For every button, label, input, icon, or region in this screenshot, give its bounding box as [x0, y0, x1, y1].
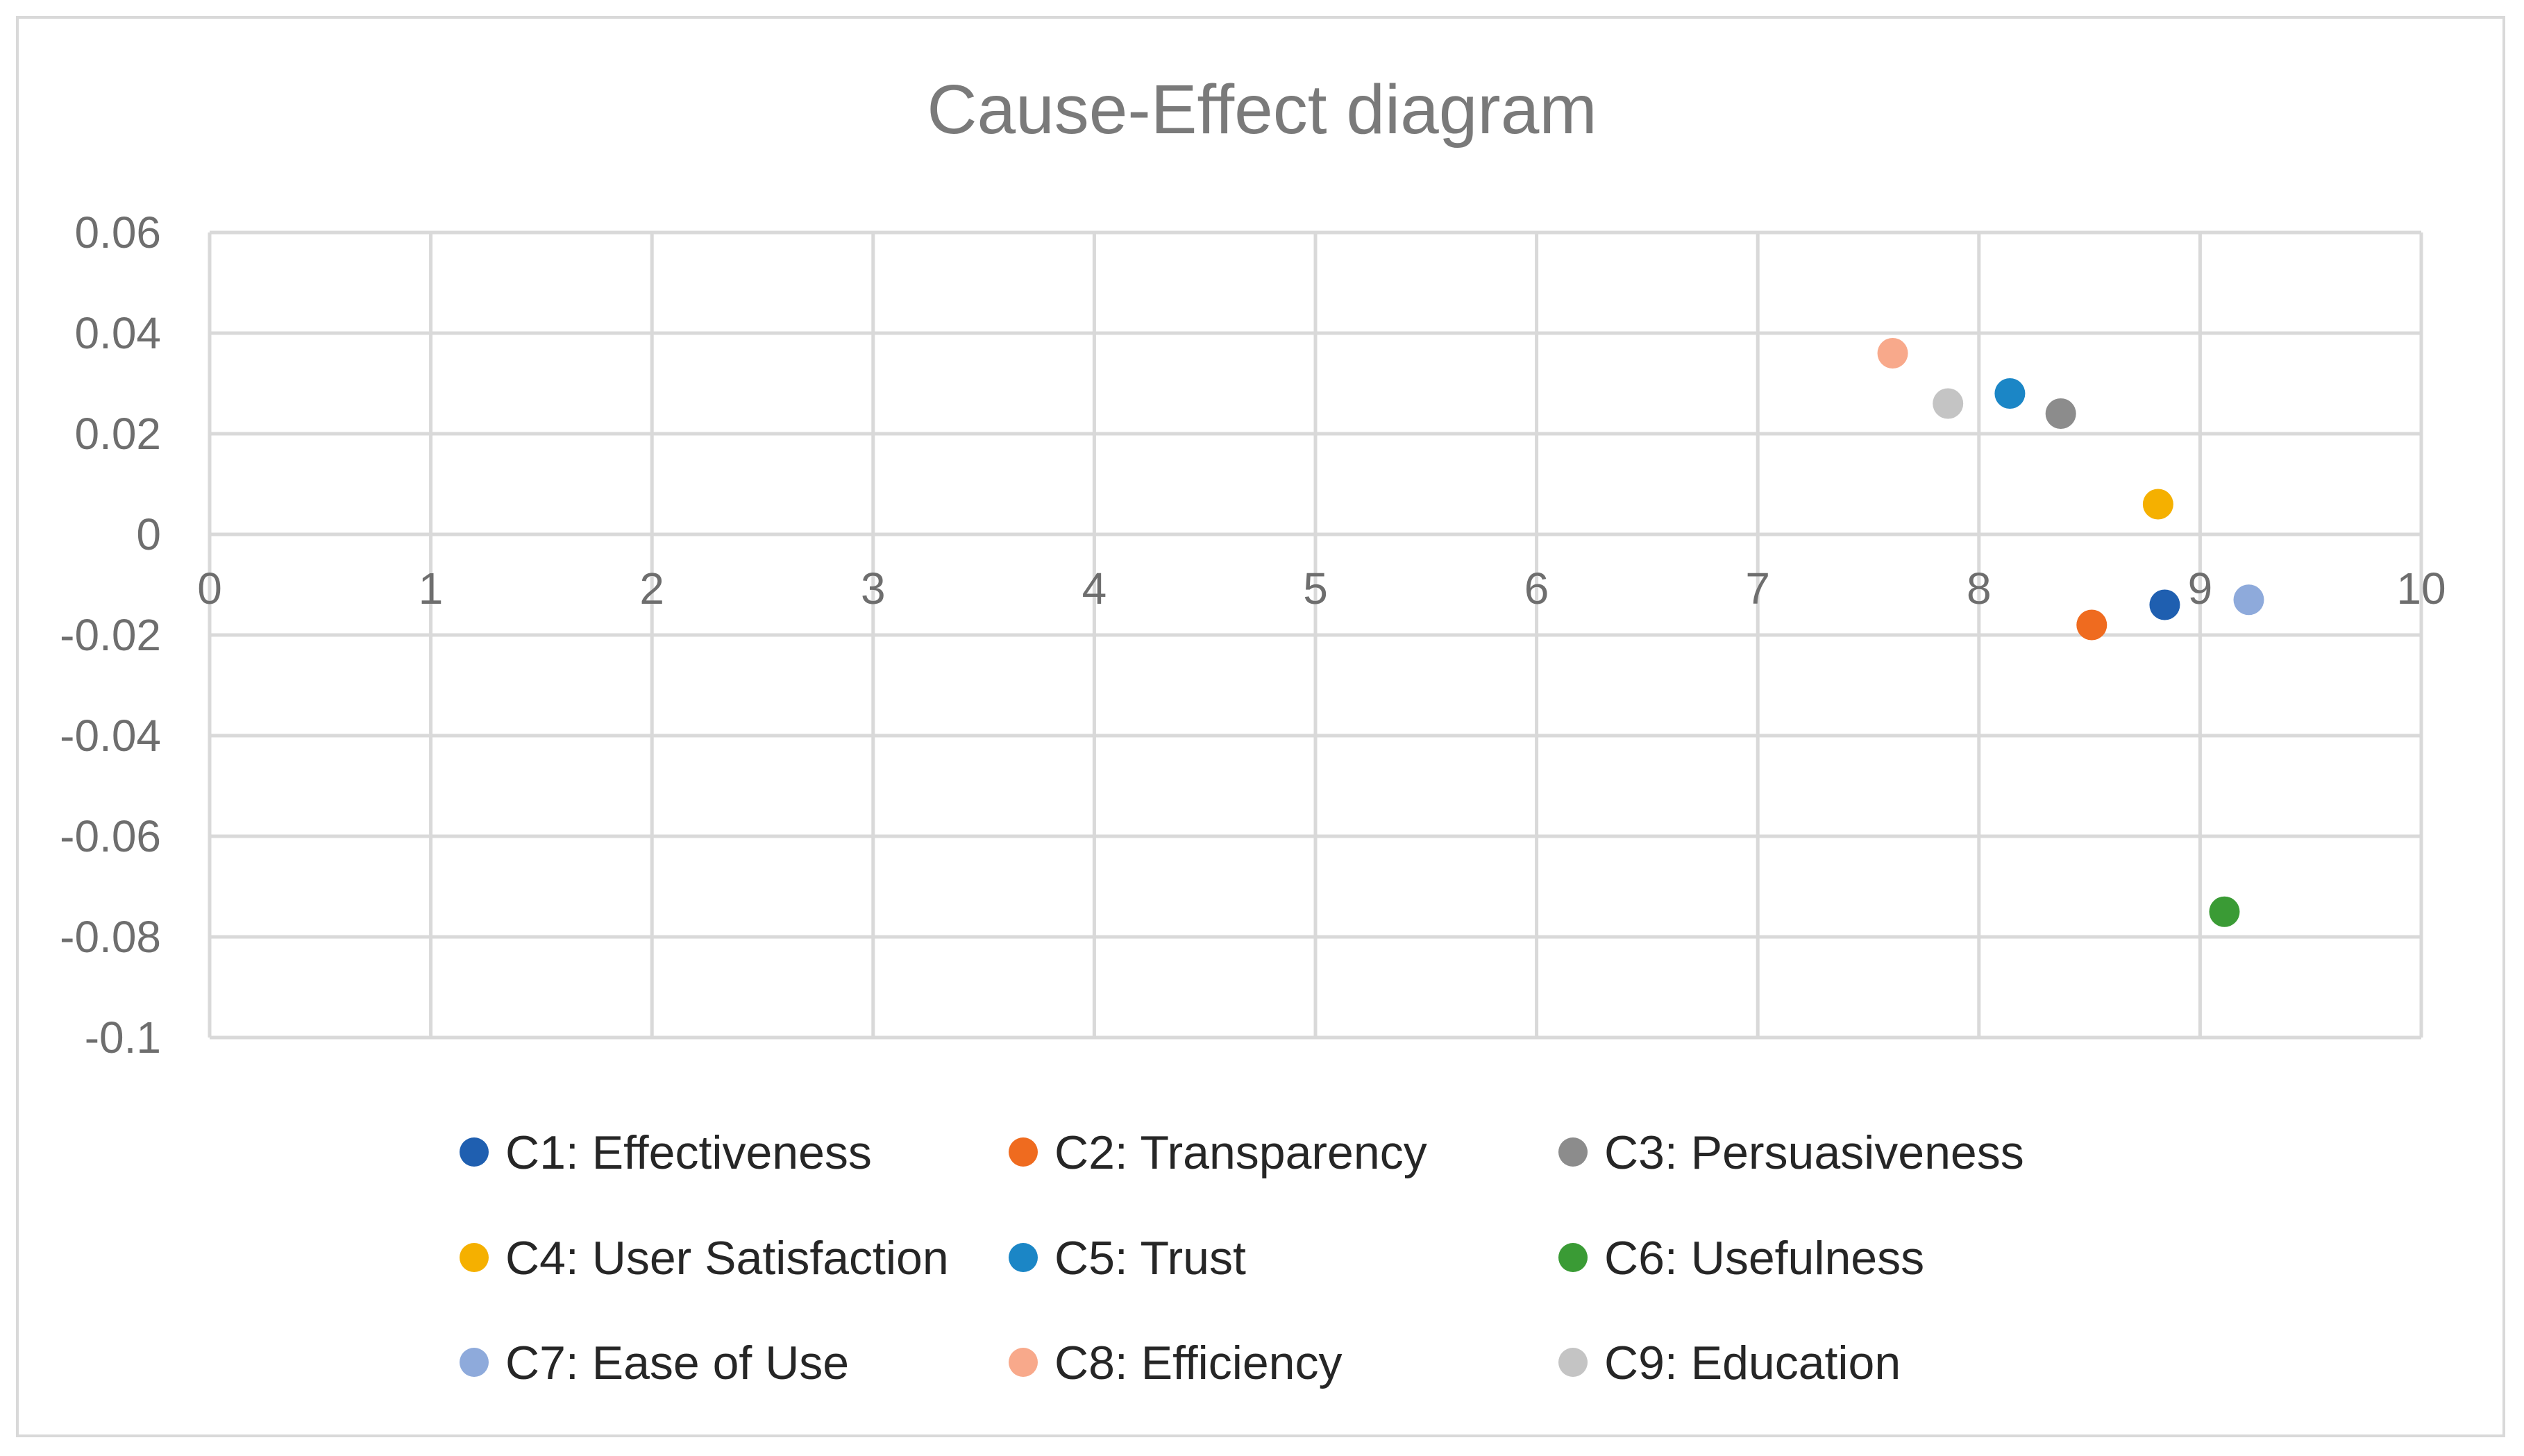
- legend-label: C3: Persuasiveness: [1604, 1126, 2024, 1179]
- x-tick-label: 4: [1082, 564, 1107, 613]
- x-tick-label: 8: [1967, 564, 1992, 613]
- legend-marker: [1009, 1348, 1038, 1377]
- legend-marker: [1558, 1243, 1588, 1272]
- legend-marker: [1558, 1348, 1588, 1377]
- legend-marker: [460, 1137, 489, 1167]
- legend-item-c6: C6: Usefulness: [1558, 1232, 1924, 1285]
- x-tick-label: 7: [1745, 564, 1770, 613]
- x-tick-label: 6: [1524, 564, 1549, 613]
- y-tick-label: 0.06: [74, 208, 161, 257]
- y-tick-label: -0.02: [60, 610, 161, 660]
- y-tick-label: 0: [136, 509, 161, 559]
- legend-item-c2: C2: Transparency: [1009, 1126, 1427, 1179]
- legend-label: C1: Effectiveness: [505, 1126, 872, 1179]
- y-axis-tick-labels: 0.06 0.04 0.02 0 -0.02 -0.04 -0.06 -0.08 -0.1: [60, 208, 161, 1063]
- y-tick-label: -0.1: [85, 1013, 161, 1063]
- data-point-c1: [2149, 589, 2180, 620]
- x-tick-label: 2: [639, 564, 664, 613]
- x-tick-label: 0: [197, 564, 222, 613]
- data-point-c5: [1994, 378, 2026, 409]
- legend: C1: Effectiveness C2: Transparency C3: Per…: [460, 1126, 2024, 1389]
- y-tick-label: -0.06: [60, 811, 161, 861]
- data-point-c3: [2045, 398, 2076, 429]
- data-point-c7: [2233, 584, 2264, 616]
- legend-item-c8: C8: Efficiency: [1009, 1337, 1342, 1389]
- legend-item-c9: C9: Education: [1558, 1337, 1901, 1389]
- data-point-c2: [2076, 609, 2107, 641]
- legend-label: C2: Transparency: [1054, 1126, 1427, 1179]
- legend-label: C8: Efficiency: [1054, 1337, 1342, 1389]
- x-axis-tick-labels: 0 1 2 3 4 5 6 7 8 9 10: [197, 564, 2446, 613]
- x-tick-label: 1: [419, 564, 444, 613]
- legend-item-c3: C3: Persuasiveness: [1558, 1126, 2024, 1179]
- legend-marker: [1009, 1137, 1038, 1167]
- x-tick-label: 3: [861, 564, 886, 613]
- legend-marker: [460, 1243, 489, 1272]
- y-tick-label: 0.04: [74, 308, 161, 358]
- y-tick-label: 0.02: [74, 409, 161, 459]
- legend-item-c7: C7: Ease of Use: [460, 1337, 849, 1389]
- legend-marker: [1009, 1243, 1038, 1272]
- data-point-c6: [2209, 896, 2240, 927]
- y-tick-label: -0.08: [60, 912, 161, 962]
- x-tick-label: 9: [2188, 564, 2213, 613]
- legend-label: C6: Usefulness: [1604, 1232, 1924, 1285]
- legend-item-c1: C1: Effectiveness: [460, 1126, 872, 1179]
- x-tick-label: 5: [1303, 564, 1328, 613]
- chart-title: Cause-Effect diagram: [927, 71, 1597, 149]
- legend-label: C5: Trust: [1054, 1232, 1246, 1285]
- axes: [208, 232, 2421, 1038]
- data-points: [1877, 338, 2264, 927]
- legend-marker: [460, 1348, 489, 1377]
- legend-label: C9: Education: [1604, 1337, 1901, 1389]
- data-point-c9: [1933, 388, 1964, 419]
- legend-marker: [1558, 1137, 1588, 1167]
- legend-item-c4: C4: User Satisfaction: [460, 1232, 949, 1285]
- data-point-c8: [1877, 338, 1908, 369]
- data-point-c4: [2142, 489, 2173, 520]
- legend-label: C7: Ease of Use: [505, 1337, 849, 1389]
- legend-label: C4: User Satisfaction: [505, 1232, 949, 1285]
- x-tick-label: 10: [2396, 564, 2446, 613]
- legend-item-c5: C5: Trust: [1009, 1232, 1246, 1285]
- y-tick-label: -0.04: [60, 711, 161, 761]
